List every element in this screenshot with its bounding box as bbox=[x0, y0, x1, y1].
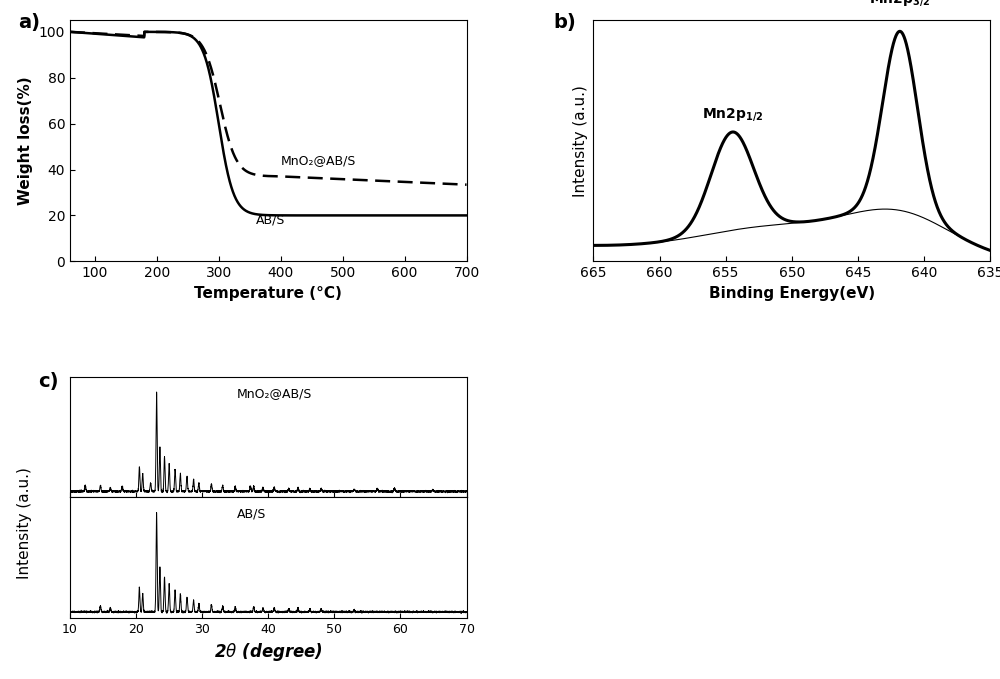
X-axis label: Binding Energy(eV): Binding Energy(eV) bbox=[709, 286, 875, 301]
Text: MnO₂@AB/S: MnO₂@AB/S bbox=[281, 154, 356, 167]
X-axis label: Temperature (°C): Temperature (°C) bbox=[194, 286, 342, 301]
Text: $\mathbf{Mn2p_{1/2}}$: $\mathbf{Mn2p_{1/2}}$ bbox=[702, 106, 763, 123]
Text: AB/S: AB/S bbox=[237, 507, 266, 520]
Y-axis label: Intensity (a.u.): Intensity (a.u.) bbox=[573, 85, 588, 197]
Text: c): c) bbox=[38, 372, 59, 391]
Text: Intensity (a.u.): Intensity (a.u.) bbox=[17, 467, 32, 579]
Text: a): a) bbox=[18, 13, 40, 32]
X-axis label: 2$\theta$ (degree): 2$\theta$ (degree) bbox=[214, 641, 323, 663]
Text: AB/S: AB/S bbox=[256, 214, 285, 227]
Y-axis label: Weight loss(%): Weight loss(%) bbox=[18, 77, 33, 205]
Text: $\mathbf{Mn2p_{3/2}}$: $\mathbf{Mn2p_{3/2}}$ bbox=[869, 0, 931, 8]
Text: b): b) bbox=[554, 13, 577, 32]
Text: MnO₂@AB/S: MnO₂@AB/S bbox=[237, 386, 312, 400]
